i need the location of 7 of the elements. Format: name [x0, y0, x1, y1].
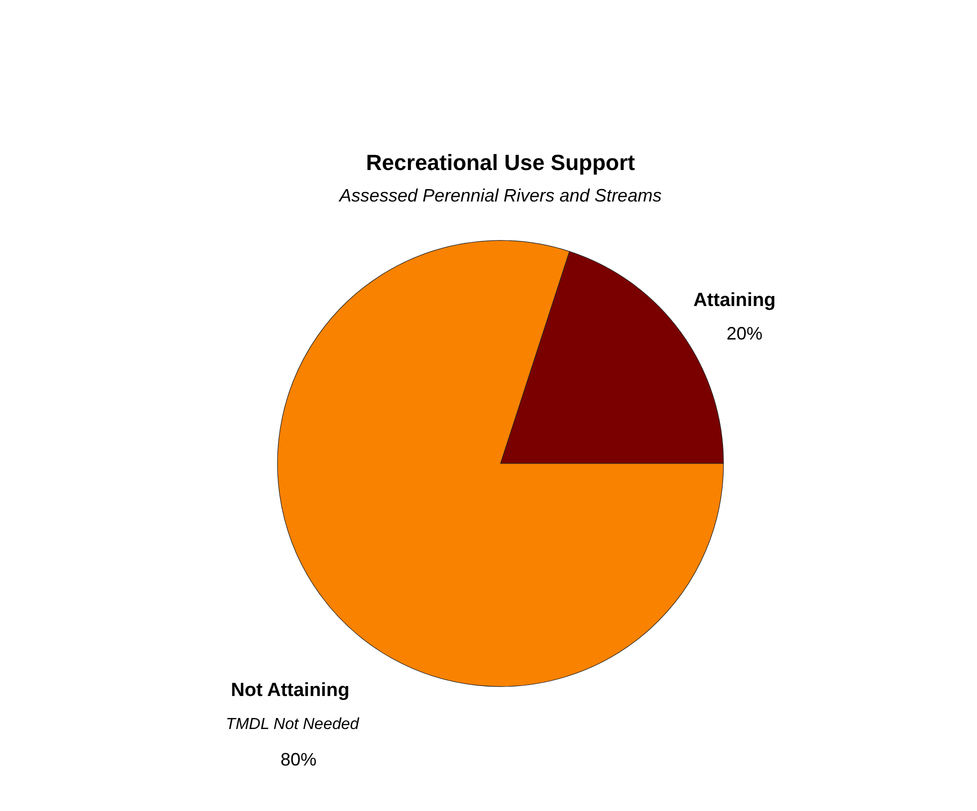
slice-label: Not Attaining — [230, 680, 350, 701]
data-label: 20% — [726, 324, 763, 344]
text: TMDL Not Needed — [226, 716, 360, 733]
data-label: 80% — [280, 750, 317, 770]
chart-subtitle: Assessed Perennial Rivers and Streams — [338, 186, 662, 206]
slice-label: Attaining — [693, 290, 776, 311]
chart-title: Recreational Use Support — [366, 150, 636, 175]
